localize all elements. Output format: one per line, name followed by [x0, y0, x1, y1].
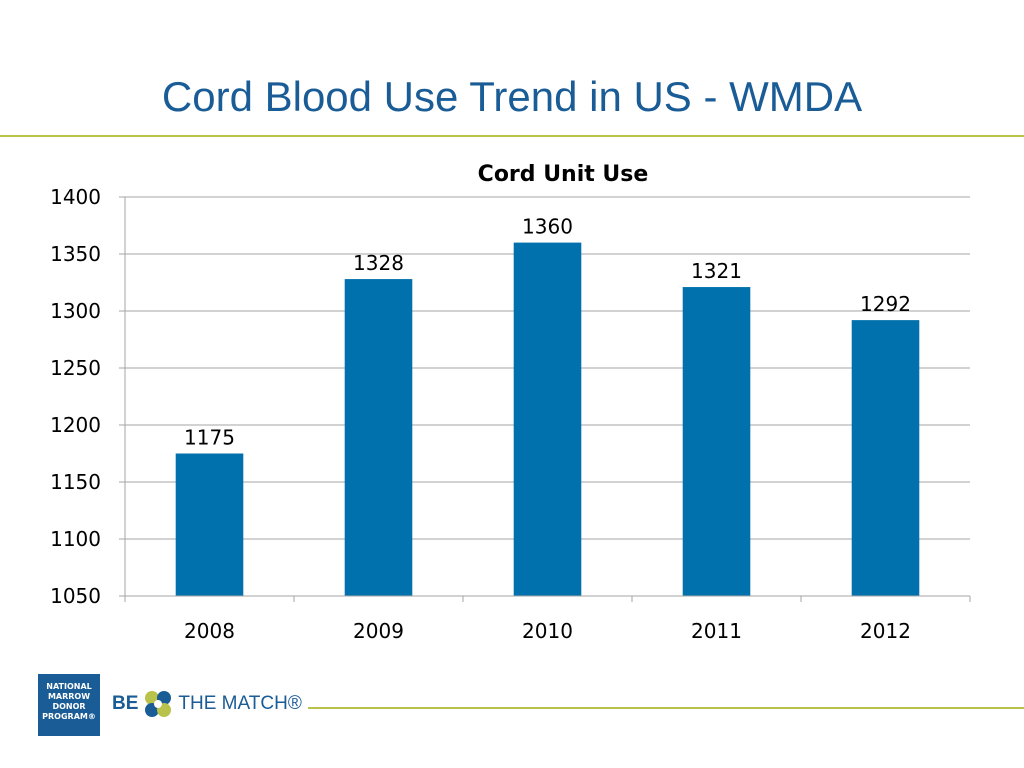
x-tick-label: 2012 [860, 619, 911, 643]
data-label: 1292 [860, 292, 911, 316]
data-label: 1321 [691, 259, 742, 283]
footer-divider [308, 707, 1024, 709]
y-tick-labels: 1050 1100 1150 1200 1250 1300 1350 1400 [50, 185, 101, 608]
x-tick-label: 2008 [184, 619, 235, 643]
y-tick-label: 1200 [50, 413, 101, 437]
bar [851, 320, 920, 596]
y-tick-label: 1250 [50, 356, 101, 380]
x-tick-label: 2010 [522, 619, 573, 643]
bar-chart: Cord Unit Use 1050 1100 1150 1200 1250 1300 13… [50, 162, 971, 643]
btm-emblem-icon [145, 691, 172, 717]
nmdp-logo: NATIONAL MARROW DONOR PROGRAM® [38, 674, 100, 736]
x-tick-label: 2009 [353, 619, 404, 643]
y-tick-label: 1400 [50, 185, 101, 209]
chart-title: Cord Unit Use [478, 162, 649, 187]
bar [175, 453, 244, 596]
btm-logo-prefix: BE [112, 693, 139, 714]
title-divider [0, 135, 1024, 137]
y-tick-label: 1150 [50, 470, 101, 494]
bar [344, 279, 413, 596]
nmdp-logo-line: PROGRAM® [42, 712, 96, 721]
nmdp-logo-line: DONOR [52, 702, 86, 711]
be-the-match-logo: BE THE MATCH® [112, 688, 302, 720]
data-label: 1328 [353, 251, 404, 275]
bars [175, 242, 920, 596]
nmdp-logo-line: MARROW [47, 692, 91, 701]
y-tick-label: 1300 [50, 299, 101, 323]
axes [124, 197, 971, 602]
slide-title: Cord Blood Use Trend in US - WMDA [161, 73, 863, 120]
bar [682, 287, 751, 596]
data-label: 1360 [522, 215, 573, 239]
nmdp-logo-line: NATIONAL [46, 682, 92, 691]
y-tick-label: 1050 [50, 584, 101, 608]
x-tick-labels: 2008 2009 2010 2011 2012 [184, 619, 911, 643]
data-label: 1175 [184, 426, 235, 450]
x-tick-label: 2011 [691, 619, 742, 643]
bar [513, 242, 582, 596]
data-labels: 1175 1328 1360 1321 1292 [184, 215, 911, 450]
btm-logo-suffix: THE MATCH® [178, 693, 302, 714]
y-tick-label: 1350 [50, 242, 101, 266]
y-tick-label: 1100 [50, 527, 101, 551]
